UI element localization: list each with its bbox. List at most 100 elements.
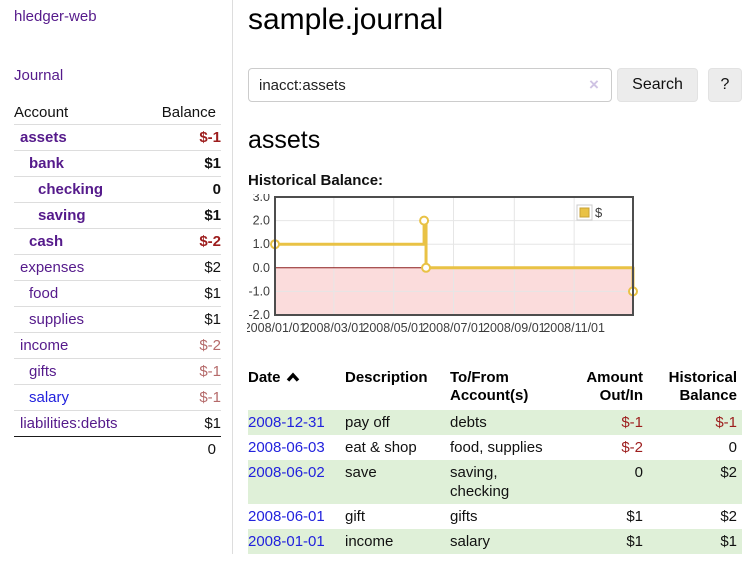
register-accounts: debts [450,414,487,431]
svg-text:0.0: 0.0 [253,261,270,275]
sidebar-account-row: bank $1 [14,150,221,177]
search-button[interactable]: Search [617,68,698,102]
sidebar-account-link[interactable]: saving [38,207,86,224]
chart-title: Historical Balance: [248,172,384,189]
sidebar-account-link[interactable]: liabilities:debts [20,415,118,432]
sidebar-account-balance: $-1 [145,124,221,151]
accounts-table: Account Balance assets $-1 bank $1 checking 0… [14,101,221,462]
accounts-total-row: 0 [14,436,221,462]
register-header-amount: Amount Out/In [586,369,643,404]
register-header-row: Date Description To/From Account(s) Amou… [248,369,742,410]
register-table: Date Description To/From Account(s) Amou… [248,369,742,554]
register-row: 2008-06-01 gift gifts $1 $2 [248,504,742,529]
svg-text:2008/07/01: 2008/07/01 [422,321,485,335]
sidebar-account-row: salary $-1 [14,384,221,411]
svg-text:2.0: 2.0 [253,214,270,228]
register-row: 2008-06-02 save saving, checking 0 $2 [248,460,742,504]
historical-balance-chart: $3.0 2.0 1.0 0.0 -1.0 -2.0 2008/01/01 2008/03/0… [244,190,742,349]
svg-text:$: $ [595,205,603,220]
svg-text:2008/11/01: 2008/11/01 [543,321,605,335]
sidebar-account-row: food $1 [14,280,221,307]
register-date-link[interactable]: 2008-12-31 [248,414,325,431]
sidebar-account-balance: $-1 [145,384,221,411]
register-date-link[interactable]: 2008-06-02 [248,464,325,481]
page: hledger-web Journal Account Balance asse… [0,0,742,554]
register-header-historical: Historical Balance [668,369,737,404]
register-header-description: Description [345,369,428,386]
register-date-link[interactable]: 2008-01-01 [248,533,325,550]
register-amount: $1 [626,508,643,525]
main-content: sample.journal × Search ? assets Histori… [233,0,742,554]
sidebar-account-link[interactable]: checking [38,181,104,198]
register-historical: $2 [720,464,737,481]
chart-canvas: $3.0 2.0 1.0 0.0 -1.0 -2.02008/01/012008/03/0… [244,190,638,335]
register-historical: $2 [720,508,737,525]
sidebar-account-row: checking 0 [14,176,221,203]
sidebar-account-row: liabilities:debts $1 [14,410,221,437]
account-heading: assets [248,126,321,154]
register-amount: $1 [626,533,643,550]
sidebar-account-balance: $2 [145,254,221,281]
svg-text:2008/09/01: 2008/09/01 [483,321,546,335]
sidebar-account-row: assets $-1 [14,124,221,151]
sidebar-account-row: expenses $2 [14,254,221,281]
sidebar-account-row: cash $-2 [14,228,221,255]
page-title: sample.journal [248,3,444,36]
sidebar-account-balance: $-1 [145,358,221,385]
sidebar-account-link[interactable]: assets [20,129,67,146]
accounts-header-account: Account [14,104,69,121]
svg-text:2008/05/01: 2008/05/01 [362,321,425,335]
sidebar-account-balance: $1 [145,410,221,437]
sidebar-account-link[interactable]: cash [29,233,64,250]
sidebar-account-link[interactable]: expenses [20,259,85,276]
register-date-link[interactable]: 2008-06-01 [248,508,325,525]
sidebar-account-balance: $1 [145,150,221,177]
svg-text:2008/01/01: 2008/01/01 [247,321,306,335]
register-historical: $1 [720,533,737,550]
app-title-link[interactable]: hledger-web [14,8,97,25]
sidebar-account-link[interactable]: food [29,285,59,302]
sidebar-account-row: supplies $1 [14,306,221,333]
svg-text:3.0: 3.0 [253,194,270,204]
clear-search-icon[interactable]: × [589,75,599,94]
register-description: eat & shop [345,439,417,456]
sidebar-account-balance: $1 [145,202,221,229]
register-row: 2008-12-31 pay off debts $-1 $-1 [248,410,742,435]
register-description: pay off [345,414,390,431]
sidebar-account-balance: 0 [145,176,221,203]
register-date-link[interactable]: 2008-06-03 [248,439,325,456]
register-description: income [345,533,394,550]
sidebar-account-row: income $-2 [14,332,221,359]
sidebar: hledger-web Journal Account Balance asse… [0,0,233,554]
register-accounts: gifts [450,508,478,525]
sidebar-account-link[interactable]: supplies [29,311,85,328]
register-historical: $-1 [715,414,737,431]
sidebar-account-link[interactable]: salary [29,389,70,406]
sort-ascending-icon [286,369,300,387]
register-row: 2008-06-03 eat & shop food, supplies $-2 0 [248,435,742,460]
register-header-date: Date [248,369,281,386]
search-input[interactable] [248,68,612,102]
register-accounts: salary [450,533,491,550]
register-description: save [345,464,377,481]
sidebar-account-balance: $-2 [145,332,221,359]
register-historical: 0 [728,439,737,456]
register-sort-date[interactable]: Date [248,369,345,410]
accounts-header-row: Account Balance [14,101,221,125]
register-accounts: food, supplies [450,439,543,456]
register-accounts: saving, checking [450,464,510,500]
sidebar-item-journal[interactable]: Journal [14,67,64,84]
svg-text:2008/03/01: 2008/03/01 [303,321,366,335]
register-row: 2008-01-01 income salary $1 $1 [248,529,742,554]
accounts-total-value: 0 [145,436,221,462]
svg-text:-1.0: -1.0 [248,284,270,298]
accounts-header-balance: Balance [161,104,216,121]
sidebar-account-row: gifts $-1 [14,358,221,385]
svg-text:1.0: 1.0 [253,237,270,251]
sidebar-account-link[interactable]: bank [29,155,65,172]
help-button[interactable]: ? [708,68,742,102]
register-description: gift [345,508,366,525]
sidebar-account-link[interactable]: gifts [29,363,57,380]
sidebar-account-link[interactable]: income [20,337,69,354]
sidebar-account-balance: $-2 [145,228,221,255]
